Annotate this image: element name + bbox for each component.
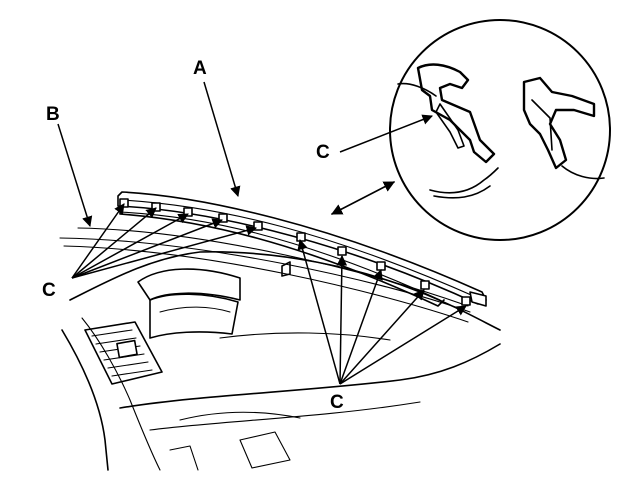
label-b: B <box>46 104 60 125</box>
arrow-b <box>57 123 93 228</box>
arrows-c-right <box>297 238 467 385</box>
label-c-right: C <box>330 392 344 413</box>
label-c-detail: C <box>316 142 330 163</box>
arrow-detail <box>331 181 395 215</box>
arrows <box>57 81 467 385</box>
label-a: A <box>193 58 207 79</box>
arrow-a <box>203 81 241 198</box>
center-vents <box>84 321 163 385</box>
detail-view <box>389 19 611 241</box>
label-c-left: C <box>42 280 56 301</box>
arrows-c-left <box>71 203 258 279</box>
arrow-c-detail <box>339 114 433 153</box>
dashboard <box>59 237 501 471</box>
trim-strip-a <box>117 191 487 307</box>
